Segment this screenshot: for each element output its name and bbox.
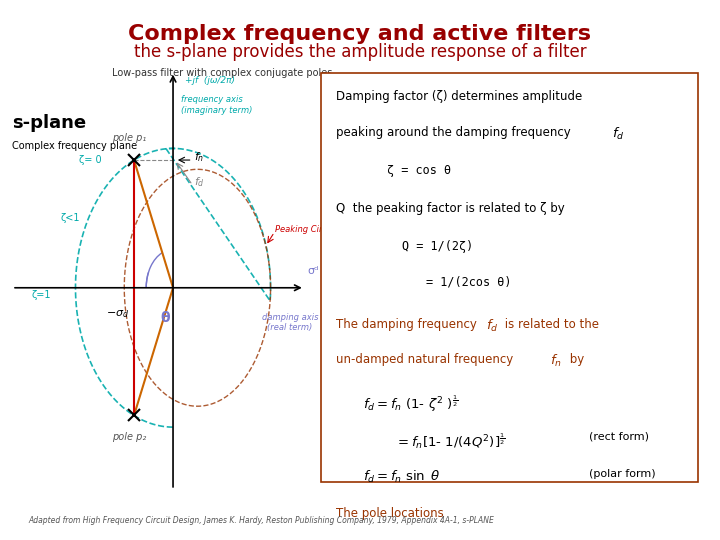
Text: TEXAS: TEXAS (642, 514, 669, 523)
Text: $f_d$: $f_d$ (486, 318, 498, 334)
Text: $f_d = f_n\ \sin\ \theta$: $f_d = f_n\ \sin\ \theta$ (364, 469, 441, 485)
Text: $f_d$: $f_d$ (612, 126, 625, 142)
Text: peaking around the damping frequency: peaking around the damping frequency (336, 126, 575, 139)
Text: $f_d$: $f_d$ (194, 176, 205, 189)
Text: σᵈ: σᵈ (307, 266, 319, 276)
Text: +jf  (jω/2π): +jf (jω/2π) (185, 76, 235, 85)
Text: Q  the peaking factor is related to ζ by: Q the peaking factor is related to ζ by (336, 201, 565, 215)
Text: Adapted from High Frequency Circuit Design, James K. Hardy, Reston Publishing Co: Adapted from High Frequency Circuit Desi… (29, 516, 495, 525)
Text: $= f_n [1\text{-}\ 1/(4Q^2)]^{\frac{1}{2}}$: $= f_n [1\text{-}\ 1/(4Q^2)]^{\frac{1}{2… (395, 431, 505, 450)
FancyBboxPatch shape (320, 73, 698, 482)
Text: $-\sigma_d$: $-\sigma_d$ (106, 309, 129, 320)
Text: Damping factor (ζ) determines amplitude: Damping factor (ζ) determines amplitude (336, 90, 582, 103)
Text: s-plane: s-plane (12, 113, 86, 132)
Text: ζ=1: ζ=1 (32, 290, 51, 300)
Text: Peaking Circle: Peaking Circle (276, 225, 335, 234)
Text: The pole locations: The pole locations (336, 507, 444, 520)
Text: ζ = cos θ: ζ = cos θ (387, 164, 451, 177)
Text: (polar form): (polar form) (589, 469, 656, 479)
Text: is related to the: is related to the (501, 318, 600, 330)
Text: un-damped natural frequency: un-damped natural frequency (336, 353, 517, 366)
Text: $f_n$: $f_n$ (550, 353, 562, 369)
Text: = 1/(2cos θ): = 1/(2cos θ) (426, 275, 511, 288)
Text: θ: θ (161, 312, 170, 326)
Text: pole p₁: pole p₁ (112, 133, 146, 143)
Text: INSTRUMENTS: INSTRUMENTS (629, 528, 681, 532)
Text: Complex frequency and active filters: Complex frequency and active filters (128, 24, 592, 44)
Text: damping axis
(real term): damping axis (real term) (262, 313, 318, 332)
Text: Low-pass filter with complex conjugate poles: Low-pass filter with complex conjugate p… (112, 68, 332, 78)
Text: frequency axis
(imaginary term): frequency axis (imaginary term) (181, 96, 252, 115)
Text: ζ<1: ζ<1 (61, 213, 81, 223)
Text: The damping frequency: The damping frequency (336, 318, 481, 330)
Text: ζ= 0: ζ= 0 (78, 154, 102, 165)
Text: (rect form): (rect form) (589, 431, 649, 441)
Text: by: by (566, 353, 584, 366)
Text: Q = 1/(2ζ): Q = 1/(2ζ) (402, 240, 474, 253)
Text: $f_n$: $f_n$ (194, 150, 204, 164)
Text: pole p₂: pole p₂ (112, 432, 146, 442)
Text: $f_d = f_n\ (1\text{-}\ \zeta^2\ )^{\frac{1}{2}}$: $f_d = f_n\ (1\text{-}\ \zeta^2\ )^{\fra… (364, 393, 459, 414)
Text: Complex frequency plane: Complex frequency plane (12, 141, 138, 151)
Text: the s-plane provides the amplitude response of a filter: the s-plane provides the amplitude respo… (134, 43, 586, 61)
